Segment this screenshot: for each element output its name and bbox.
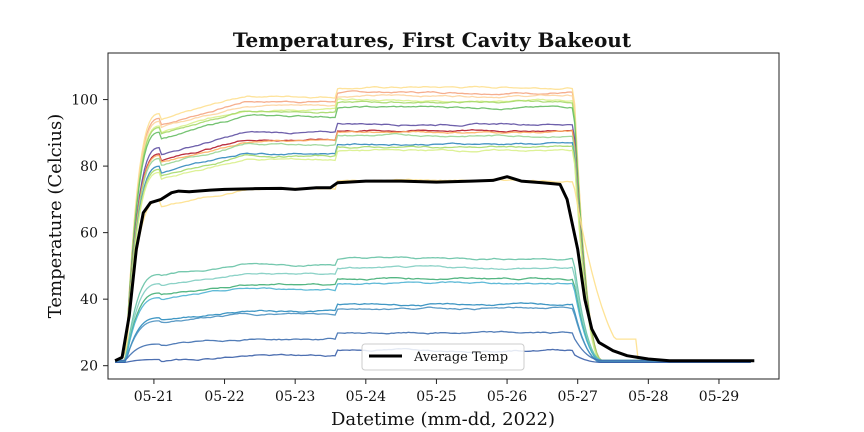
sensor-line-5 bbox=[115, 99, 751, 363]
x-tick-label: 05-29 bbox=[699, 389, 739, 405]
average-temp-line bbox=[114, 175, 755, 363]
y-tick-label: 20 bbox=[80, 359, 98, 375]
plot-area-frame bbox=[107, 52, 780, 380]
y-tick-label: 100 bbox=[71, 93, 98, 109]
axis-ticks: 05-21 05-22 05-23 05-24 05-25 05-26 05-27 05-28… bbox=[71, 93, 739, 405]
x-tick-label: 05-22 bbox=[204, 389, 244, 405]
sensor-line-1 bbox=[115, 90, 751, 364]
sensor-line-4 bbox=[115, 98, 751, 364]
legend-label-average: Average Temp bbox=[413, 350, 508, 365]
legend: Average Temp bbox=[361, 343, 525, 371]
sensor-line-21 bbox=[115, 330, 751, 362]
x-tick-label: 05-27 bbox=[558, 389, 598, 405]
x-tick-label: 05-24 bbox=[346, 389, 386, 405]
x-tick-label: 05-23 bbox=[275, 389, 315, 405]
y-tick-label: 60 bbox=[80, 226, 98, 242]
x-tick-label: 05-21 bbox=[134, 389, 174, 405]
sensor-line-7 bbox=[115, 122, 751, 364]
sensor-line-11 bbox=[115, 141, 751, 363]
x-tick-label: 05-26 bbox=[487, 389, 527, 405]
sensor-line-12 bbox=[115, 145, 751, 362]
y-axis-label: Temperature (Celcius) bbox=[45, 114, 66, 319]
y-tick-label: 80 bbox=[80, 159, 98, 175]
y-tick-label: 40 bbox=[80, 292, 98, 308]
x-tick-label: 05-25 bbox=[416, 389, 456, 405]
legend-box bbox=[361, 343, 525, 371]
x-tick-label: 05-28 bbox=[628, 389, 668, 405]
sensor-line-2 bbox=[115, 85, 751, 363]
chart-title: Temperatures, First Cavity Bakeout bbox=[233, 28, 632, 52]
x-axis-label: Datetime (mm-dd, 2022) bbox=[331, 409, 555, 430]
sensor-line-20 bbox=[115, 306, 751, 363]
sensor-line-3 bbox=[115, 94, 751, 362]
